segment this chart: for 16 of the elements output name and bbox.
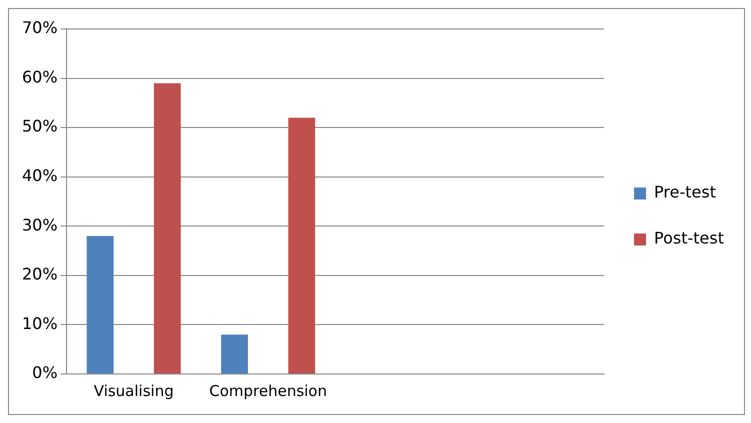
legend-label: Pre-test [654, 182, 716, 202]
y-tick-label: 50% [22, 116, 58, 136]
y-tick-label: 70% [22, 18, 58, 38]
x-tick-label: Visualising [94, 382, 174, 400]
bar [154, 83, 181, 374]
bar [288, 118, 316, 374]
y-tick-label: 20% [22, 264, 58, 284]
legend-label: Post-test [654, 228, 724, 248]
y-tick-label: 10% [22, 314, 58, 333]
bar [221, 334, 248, 374]
y-tick-label: 30% [22, 215, 58, 234]
y-tick-label: 40% [22, 166, 58, 186]
x-tick-label: Comprehension [209, 382, 327, 400]
y-tick-label: 0% [32, 363, 58, 382]
bar [86, 236, 114, 374]
y-tick-label: 60% [22, 67, 58, 86]
